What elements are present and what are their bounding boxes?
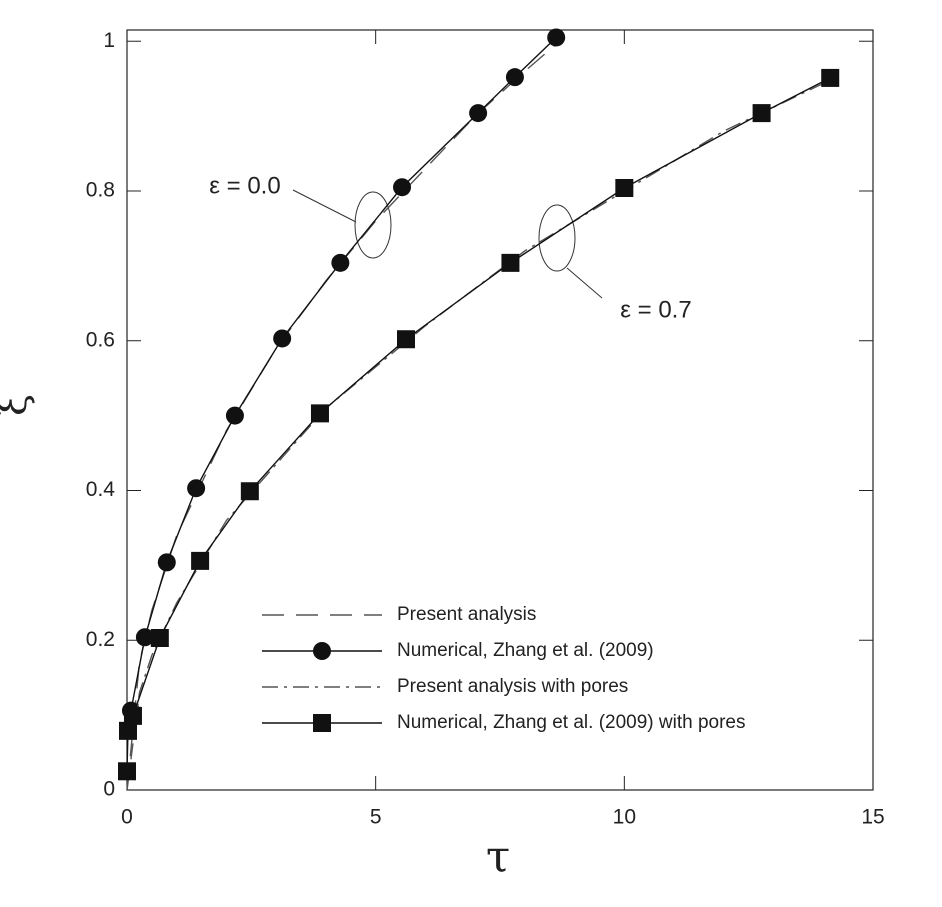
annotation-b: ε = 0.7 <box>538 204 692 323</box>
marker <box>118 762 136 781</box>
y-tick-label: 0 <box>103 778 115 801</box>
marker <box>505 68 524 87</box>
marker <box>135 628 154 647</box>
marker <box>752 104 771 123</box>
marker <box>191 551 210 570</box>
x-axis-label: τ <box>486 832 510 883</box>
marker <box>310 404 329 423</box>
marker <box>150 629 169 647</box>
annotation: ε = 0.0 <box>209 172 280 199</box>
legend-label: Present analysis with pores <box>397 676 628 697</box>
marker <box>821 68 840 87</box>
x-tick-label: 15 <box>861 806 884 829</box>
legend-marker <box>313 714 331 732</box>
annotation: ε = 0.7 <box>620 296 691 323</box>
y-tick-label: 1 <box>103 29 115 52</box>
x-tick-label: 10 <box>613 806 636 829</box>
y-tick-label: 0.2 <box>86 628 115 651</box>
y-axis-label: ξ <box>0 394 36 416</box>
marker <box>123 706 142 725</box>
marker <box>615 178 634 197</box>
annotation-a: ε = 0.0 <box>209 172 392 259</box>
legend-label: Numerical, Zhang et al. (2009) with pore… <box>397 712 746 733</box>
x-tick-label: 0 <box>121 806 133 829</box>
leader <box>292 189 357 223</box>
marker <box>273 329 292 348</box>
marker <box>331 253 350 272</box>
ellipse <box>538 204 576 272</box>
y-tick-label: 0.6 <box>86 328 115 351</box>
leader <box>566 267 603 299</box>
marker <box>240 482 259 501</box>
ellipse <box>354 191 392 259</box>
y-tick-label: 0.8 <box>86 179 115 202</box>
legend-label: Numerical, Zhang et al. (2009) <box>397 640 654 661</box>
y-tick-label: 0.4 <box>86 478 116 501</box>
marker <box>547 28 566 47</box>
plot-frame <box>126 29 874 791</box>
marker <box>187 479 206 498</box>
marker <box>118 721 137 740</box>
marker <box>501 253 520 272</box>
legend-label: Present analysis <box>397 604 536 625</box>
marker <box>225 406 244 425</box>
x-tick-label: 5 <box>370 806 382 829</box>
legend-marker <box>313 642 331 660</box>
marker <box>469 104 488 123</box>
marker <box>393 178 412 197</box>
marker <box>397 330 416 349</box>
marker <box>157 553 176 572</box>
